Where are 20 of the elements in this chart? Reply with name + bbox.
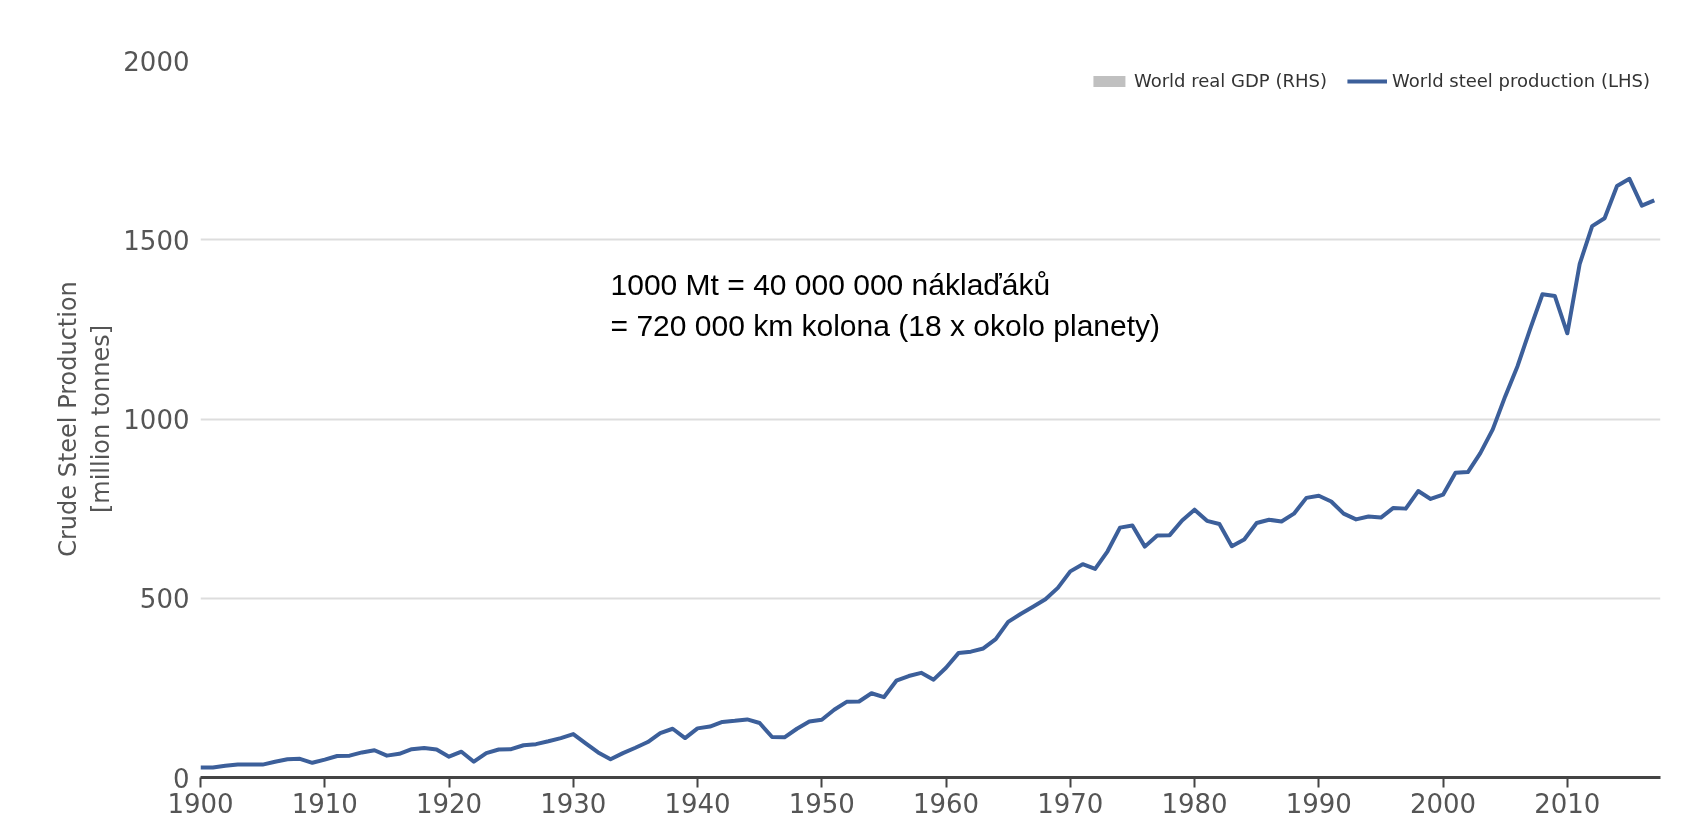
legend-label: World steel production (LHS) [1391, 70, 1650, 91]
x-tick-label: 1990 [1285, 788, 1352, 819]
x-tick-label: 1970 [1037, 788, 1104, 819]
x-tick-label: 1960 [912, 788, 980, 819]
y-tick-label: 1500 [123, 225, 190, 256]
x-tick-label: 1940 [664, 788, 731, 819]
y-tick-label: 2000 [123, 46, 190, 77]
annotation: 1000 Mt = 40 000 000 náklaďáků = 720 000 km kolona (18 x okolo planety) [610, 267, 1161, 342]
x-tick-label: 1910 [291, 788, 358, 819]
x-tick-label: 1950 [788, 788, 855, 819]
legend-label: World real GDP (RHS) [1133, 70, 1327, 91]
x-tick-label: 2000 [1409, 788, 1477, 819]
y-tick-label: 1000 [123, 405, 190, 435]
y-tick-label: 500 [139, 584, 190, 615]
x-tick-label: 2010 [1534, 788, 1601, 819]
y-axis-title: Crude Steel Production [million tonnes] [53, 281, 116, 557]
x-tick-label: 1980 [1161, 788, 1228, 819]
x-tick-label: 1920 [415, 788, 483, 819]
x-tick-label: 1930 [540, 788, 607, 819]
line-series [200, 176, 1657, 770]
